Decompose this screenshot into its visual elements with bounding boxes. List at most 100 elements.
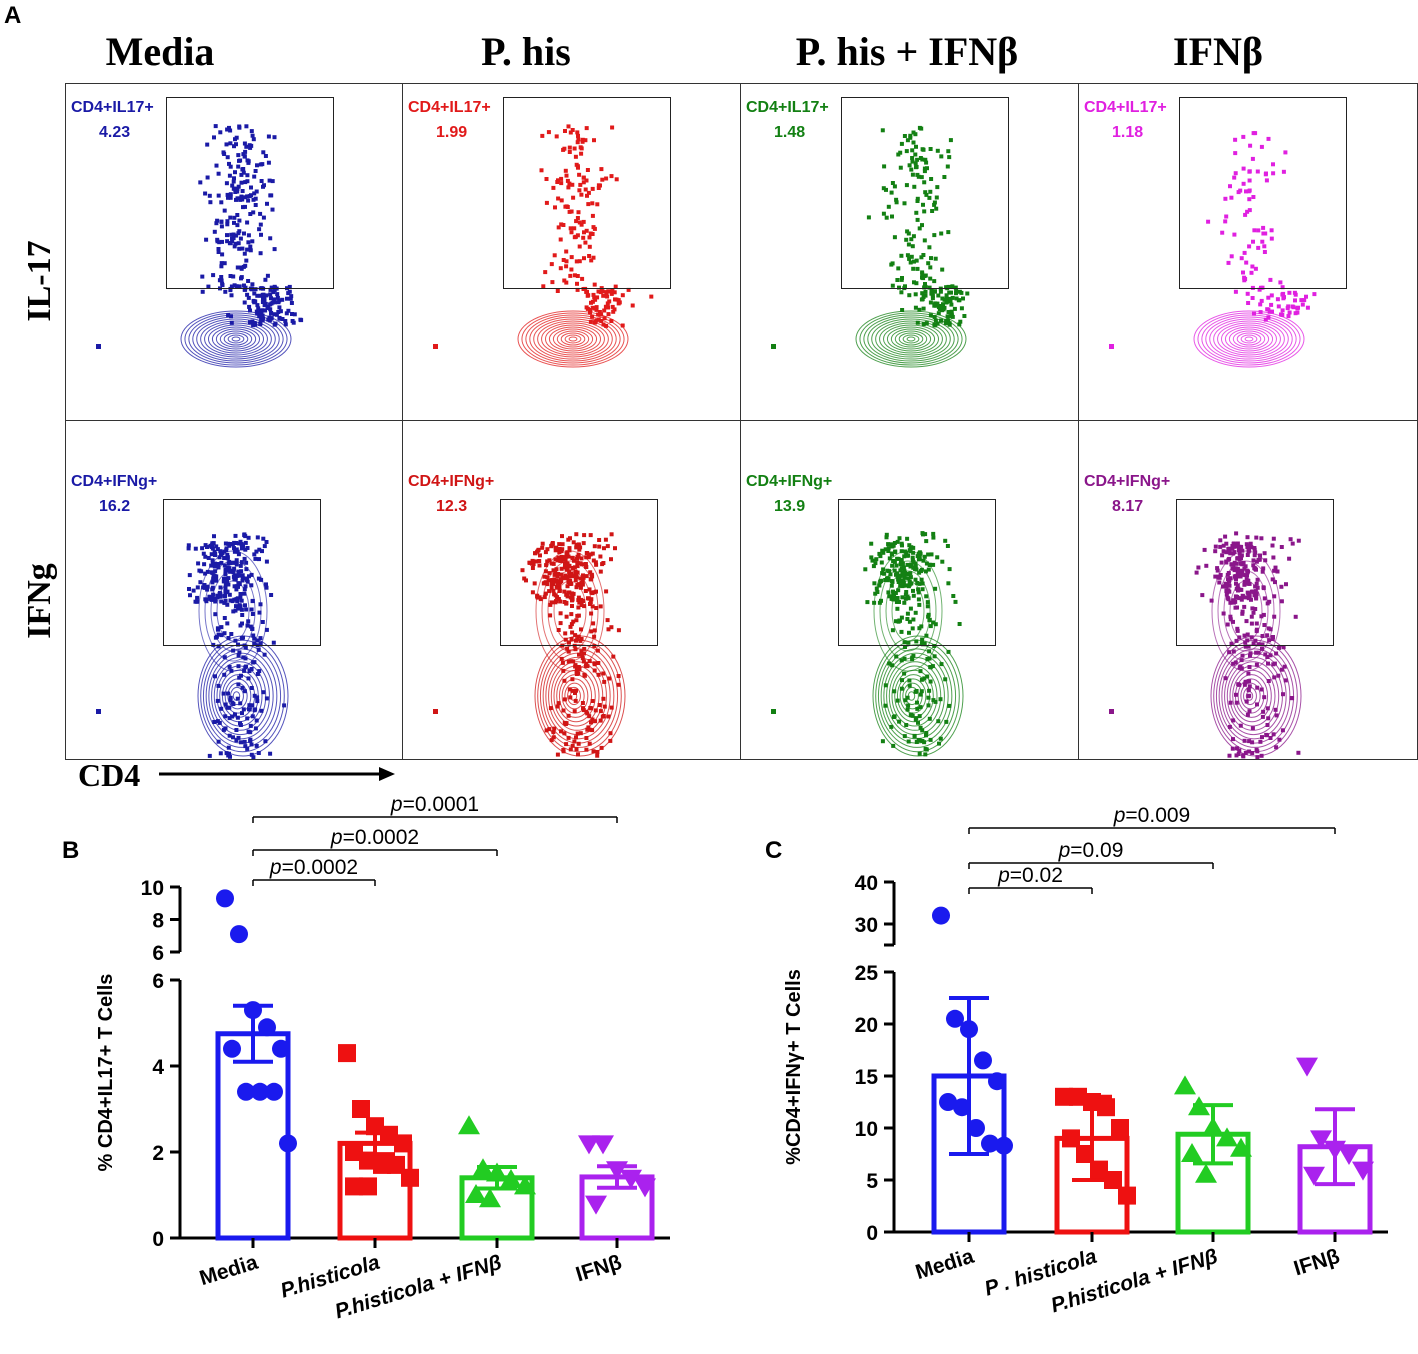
event-dot <box>1234 638 1239 643</box>
event-dot <box>1247 709 1252 714</box>
event-dot <box>1243 573 1248 578</box>
gate-box <box>1179 97 1347 289</box>
event-dot <box>1229 641 1234 646</box>
event-dot <box>587 587 592 592</box>
event-dot <box>1233 289 1238 294</box>
event-dot <box>565 576 570 581</box>
event-dot <box>603 537 608 542</box>
event-dot <box>265 306 270 310</box>
event-dot <box>573 647 578 652</box>
event-dot <box>235 187 240 191</box>
event-dot <box>928 276 933 281</box>
event-dot <box>891 543 896 548</box>
data-point <box>1104 1171 1122 1189</box>
event-dot <box>1247 208 1252 213</box>
event-dot <box>228 164 233 169</box>
event-dot <box>904 551 909 555</box>
contour-ring <box>898 332 924 346</box>
event-dot <box>569 622 574 627</box>
event-dot <box>931 531 936 536</box>
event-dot <box>219 633 224 638</box>
event-dot <box>240 621 244 626</box>
event-dot <box>222 261 227 266</box>
data-point <box>237 1082 255 1101</box>
event-dot <box>1271 171 1276 176</box>
event-dot <box>1265 723 1270 727</box>
event-dot <box>251 197 256 202</box>
event-dot <box>1234 700 1239 705</box>
event-dot <box>563 561 567 566</box>
y-tick-label: 20 <box>855 1014 878 1037</box>
event-dot <box>1229 254 1234 259</box>
contour-ring <box>1221 324 1277 354</box>
event-dot <box>551 185 556 190</box>
event-dot <box>1260 634 1265 638</box>
flow-plot-graphic <box>96 124 304 368</box>
event-dot <box>590 232 595 236</box>
event-dot <box>935 301 940 306</box>
event-dot <box>261 292 266 297</box>
event-dot <box>928 265 933 270</box>
event-dot <box>934 195 939 200</box>
contour-ring <box>539 644 619 748</box>
event-dot <box>917 751 922 756</box>
event-dot <box>585 168 590 172</box>
event-dot <box>225 127 230 132</box>
event-dot <box>570 598 574 603</box>
cd4-axis-arrow <box>159 767 395 781</box>
event-dot <box>575 560 580 565</box>
event-dot <box>892 689 897 694</box>
event-dot <box>250 598 255 603</box>
contour-ring <box>200 320 272 358</box>
event-dot <box>899 277 904 282</box>
event-dot <box>250 612 255 616</box>
gate-percentage: 1.99 <box>436 124 468 141</box>
y-tick-label: 30 <box>855 914 878 937</box>
event-dot <box>221 579 226 584</box>
event-dot <box>1287 290 1292 295</box>
data-point <box>939 1093 957 1111</box>
event-dot <box>1252 590 1257 595</box>
event-dot <box>1255 755 1260 759</box>
event-dot <box>579 151 584 156</box>
event-dot <box>1262 596 1267 601</box>
event-dot <box>917 557 922 562</box>
event-dot <box>254 718 259 723</box>
event-dot <box>246 619 251 624</box>
event-dot <box>559 729 563 734</box>
event-dot <box>1240 609 1245 614</box>
flow-plot-graphic <box>96 532 289 759</box>
event-dot <box>261 536 266 541</box>
event-dot <box>915 700 919 705</box>
event-dot <box>249 742 254 747</box>
event-dot <box>579 146 584 151</box>
event-dot <box>226 691 230 696</box>
contour-ring <box>1213 320 1285 358</box>
event-dot <box>1283 678 1288 683</box>
data-point <box>1174 1075 1196 1095</box>
event-dot <box>549 561 554 566</box>
event-dot <box>236 584 240 589</box>
event-dot <box>274 312 279 317</box>
event-dot <box>957 622 962 626</box>
event-dot <box>1278 280 1283 285</box>
event-dot <box>243 263 248 268</box>
data-point <box>272 1039 290 1058</box>
event-dot <box>243 180 248 185</box>
event-dot <box>1266 716 1271 721</box>
event-dot <box>548 613 553 618</box>
event-dot <box>257 227 262 232</box>
event-dot <box>1246 596 1251 601</box>
event-dot <box>556 555 561 560</box>
event-dot <box>884 187 888 192</box>
event-dot <box>223 582 228 587</box>
event-dot <box>574 259 579 264</box>
event-dot <box>949 309 954 314</box>
event-dot <box>565 567 570 572</box>
event-dot <box>1283 150 1288 155</box>
event-dot <box>935 185 940 190</box>
event-dot <box>902 734 907 739</box>
event-dot <box>1293 614 1298 619</box>
event-dot <box>933 289 937 294</box>
event-dot <box>890 552 894 557</box>
